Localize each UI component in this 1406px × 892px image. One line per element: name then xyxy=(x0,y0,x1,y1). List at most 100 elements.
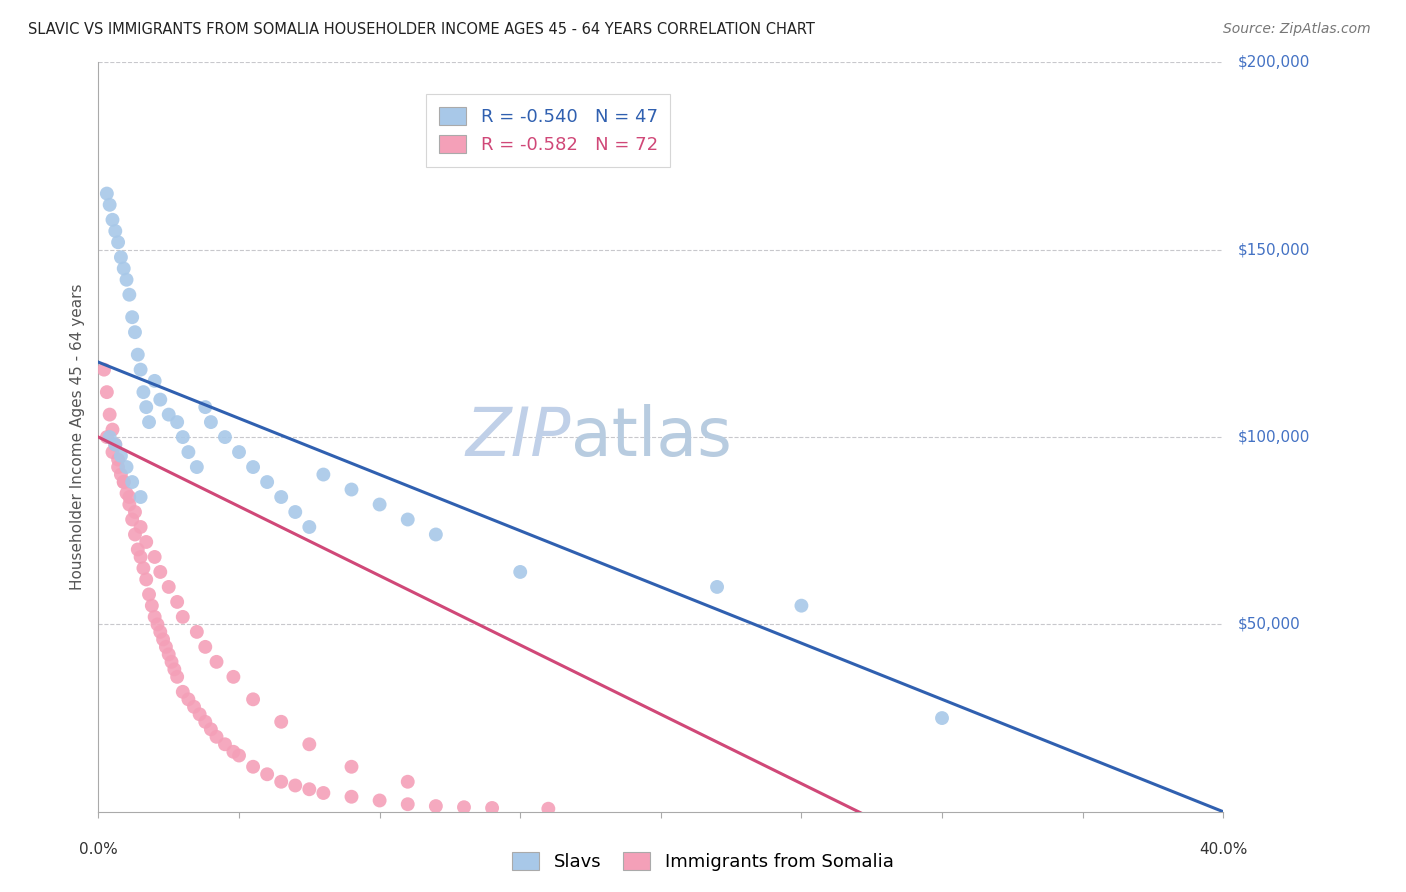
Point xyxy=(149,565,172,579)
Text: $200,000: $200,000 xyxy=(1237,55,1309,70)
Point xyxy=(107,460,129,475)
Point xyxy=(98,430,121,444)
Point xyxy=(186,460,208,475)
Point xyxy=(188,707,211,722)
Point xyxy=(222,745,245,759)
Point xyxy=(112,261,135,276)
Point xyxy=(242,460,264,475)
Point xyxy=(368,793,391,807)
Point xyxy=(112,475,135,489)
Point xyxy=(242,692,264,706)
Text: 40.0%: 40.0% xyxy=(1199,842,1247,856)
Point xyxy=(396,797,419,812)
Point xyxy=(396,774,419,789)
Text: Source: ZipAtlas.com: Source: ZipAtlas.com xyxy=(1223,22,1371,37)
Point xyxy=(118,498,141,512)
Point xyxy=(110,467,132,482)
Point xyxy=(222,670,245,684)
Point xyxy=(107,235,129,250)
Point xyxy=(425,527,447,541)
Point xyxy=(152,632,174,647)
Point xyxy=(214,737,236,751)
Point xyxy=(138,415,160,429)
Text: $50,000: $50,000 xyxy=(1237,617,1301,632)
Point xyxy=(172,430,194,444)
Point xyxy=(146,617,169,632)
Text: SLAVIC VS IMMIGRANTS FROM SOMALIA HOUSEHOLDER INCOME AGES 45 - 64 YEARS CORRELAT: SLAVIC VS IMMIGRANTS FROM SOMALIA HOUSEH… xyxy=(28,22,815,37)
Point xyxy=(270,490,292,504)
Point xyxy=(298,737,321,751)
Point xyxy=(256,475,278,489)
Point xyxy=(149,392,172,407)
Point xyxy=(177,692,200,706)
Point xyxy=(242,760,264,774)
Point xyxy=(368,498,391,512)
Text: $100,000: $100,000 xyxy=(1237,430,1309,444)
Point xyxy=(129,520,152,534)
Point xyxy=(143,549,166,564)
Point xyxy=(186,624,208,639)
Point xyxy=(149,624,172,639)
Point xyxy=(98,408,121,422)
Y-axis label: Householder Income Ages 45 - 64 years: Householder Income Ages 45 - 64 years xyxy=(70,284,86,591)
Point xyxy=(135,573,157,587)
Point xyxy=(284,505,307,519)
Point xyxy=(155,640,177,654)
Point xyxy=(129,490,152,504)
Legend: R = -0.540   N = 47, R = -0.582   N = 72: R = -0.540 N = 47, R = -0.582 N = 72 xyxy=(426,94,671,167)
Point xyxy=(143,610,166,624)
Point xyxy=(132,385,155,400)
Point xyxy=(194,400,217,414)
Point xyxy=(205,655,228,669)
Point xyxy=(141,599,163,613)
Point xyxy=(101,212,124,227)
Point xyxy=(298,520,321,534)
Point xyxy=(127,542,149,557)
Point xyxy=(129,549,152,564)
Point xyxy=(312,467,335,482)
Point xyxy=(194,640,217,654)
Text: atlas: atlas xyxy=(571,404,731,470)
Point xyxy=(172,610,194,624)
Text: ZIP: ZIP xyxy=(465,404,571,470)
Point xyxy=(200,415,222,429)
Point xyxy=(121,475,143,489)
Point xyxy=(115,460,138,475)
Point xyxy=(425,799,447,814)
Point xyxy=(96,430,118,444)
Point xyxy=(228,748,250,763)
Point xyxy=(101,445,124,459)
Point xyxy=(200,723,222,737)
Point xyxy=(509,565,531,579)
Point xyxy=(256,767,278,781)
Point xyxy=(166,415,188,429)
Point xyxy=(312,786,335,800)
Point xyxy=(157,648,180,662)
Point xyxy=(340,483,363,497)
Point xyxy=(129,362,152,376)
Point xyxy=(104,224,127,238)
Point xyxy=(214,430,236,444)
Point xyxy=(115,486,138,500)
Point xyxy=(396,512,419,526)
Point xyxy=(96,186,118,201)
Legend: Slavs, Immigrants from Somalia: Slavs, Immigrants from Somalia xyxy=(505,845,901,879)
Point xyxy=(101,423,124,437)
Point xyxy=(298,782,321,797)
Point xyxy=(110,449,132,463)
Point xyxy=(124,505,146,519)
Point xyxy=(121,310,143,325)
Point xyxy=(183,699,205,714)
Point xyxy=(270,714,292,729)
Point xyxy=(931,711,953,725)
Point xyxy=(453,800,475,814)
Point xyxy=(93,362,115,376)
Point xyxy=(138,587,160,601)
Point xyxy=(124,325,146,339)
Point xyxy=(118,490,141,504)
Point xyxy=(160,655,183,669)
Point xyxy=(172,685,194,699)
Point xyxy=(228,445,250,459)
Point xyxy=(166,595,188,609)
Point xyxy=(104,437,127,451)
